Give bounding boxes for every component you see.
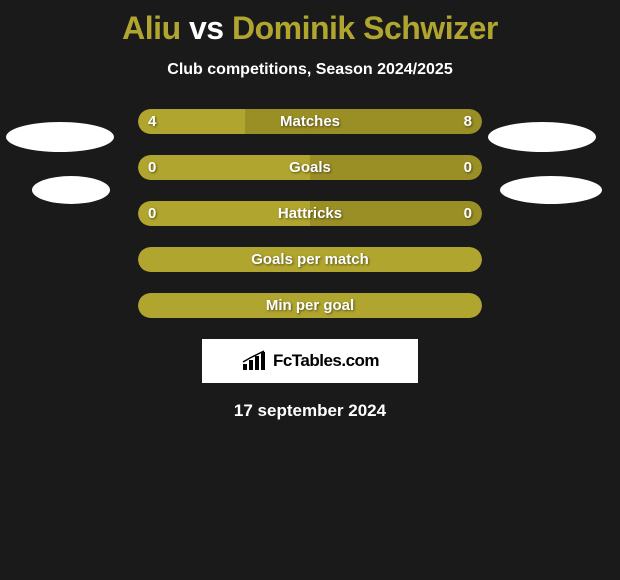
stat-label: Goals [289, 155, 331, 180]
vs-word: vs [189, 10, 224, 46]
stat-label: Hattricks [278, 201, 342, 226]
brand-logo: FcTables.com [202, 339, 418, 383]
brand-text: FcTables.com [273, 351, 379, 371]
bar-chart-icon [241, 350, 269, 372]
bar-left [138, 155, 310, 180]
player-a-name: Aliu [122, 10, 180, 46]
decor-ellipse [500, 176, 602, 204]
stat-row: Goals per match [0, 247, 620, 272]
stat-value-right: 8 [464, 109, 472, 134]
decor-ellipse [32, 176, 110, 204]
stat-value-left: 0 [148, 201, 156, 226]
stat-row: Goals 0 0 [0, 155, 620, 180]
stat-label: Min per goal [266, 293, 354, 318]
subtitle: Club competitions, Season 2024/2025 [0, 61, 620, 79]
bar-right [310, 155, 482, 180]
stat-value-left: 0 [148, 155, 156, 180]
stat-label: Matches [280, 109, 340, 134]
stat-value-right: 0 [464, 201, 472, 226]
decor-ellipse [6, 122, 114, 152]
stat-value-left: 4 [148, 109, 156, 134]
decor-ellipse [488, 122, 596, 152]
stat-label: Goals per match [251, 247, 369, 272]
stat-value-right: 0 [464, 155, 472, 180]
date-line: 17 september 2024 [0, 401, 620, 421]
page-title: Aliu vs Dominik Schwizer [0, 0, 620, 47]
stat-row: Min per goal [0, 293, 620, 318]
player-b-name: Dominik Schwizer [232, 10, 498, 46]
stat-row: Hattricks 0 0 [0, 201, 620, 226]
